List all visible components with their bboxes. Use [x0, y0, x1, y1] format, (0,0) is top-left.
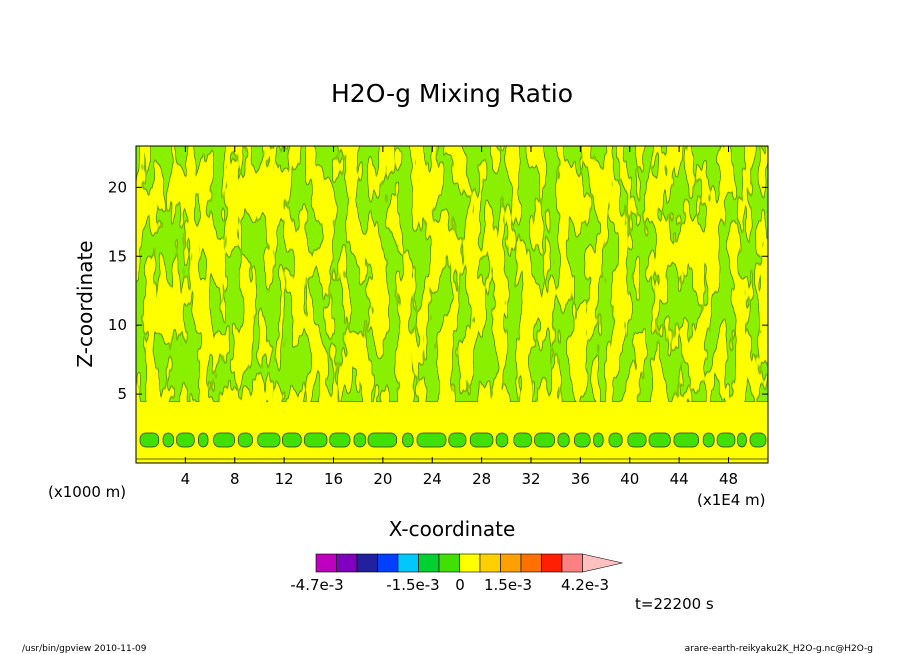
x-tick-label: 32 [521, 470, 540, 488]
y-axis: 5 10 15 20 [108, 178, 768, 403]
low-level-cell [749, 432, 767, 448]
plot-area [136, 146, 768, 463]
colorbar-labels: -4.7e-3 -1.5e-3 0 1.5e-3 4.2e-3 [290, 576, 609, 594]
low-level-cell [257, 432, 281, 448]
low-level-cell [176, 432, 195, 448]
low-level-cell [702, 432, 715, 448]
low-level-cell [557, 432, 570, 448]
colorbar-segment [438, 553, 460, 573]
low-level-cell [608, 432, 623, 448]
colorbar-tick-label: 0 [455, 576, 465, 594]
low-level-cell [416, 432, 447, 448]
colorbar-tick-label: -1.5e-3 [386, 576, 439, 594]
colorbar-segment [377, 553, 399, 573]
low-level-cell [281, 432, 302, 448]
colorbar-segment [459, 553, 481, 573]
x-axis: 4 8 12 16 20 24 28 32 36 40 44 48 [181, 146, 738, 488]
y-unit-label: (x1000 m) [48, 483, 126, 501]
colorbar-segment [561, 553, 583, 573]
colorbar-tick-label: 4.2e-3 [561, 576, 609, 594]
low-level-cell [303, 432, 328, 448]
colorbar-tick-label: 1.5e-3 [484, 576, 532, 594]
x-unit-label: (x1E4 m) [697, 491, 766, 509]
low-level-cell [237, 432, 253, 448]
x-tick-label: 24 [423, 470, 442, 488]
low-level-cell [353, 432, 367, 448]
x-tick-label: 36 [571, 470, 590, 488]
time-label: t=22200 s [635, 595, 714, 613]
x-tick-label: 8 [230, 470, 240, 488]
low-level-cell [367, 432, 398, 448]
low-level-cell [213, 432, 235, 448]
x-tick-label: 12 [275, 470, 294, 488]
field-contour-lines [136, 146, 768, 402]
x-tick-label: 40 [620, 470, 639, 488]
colorbar-segment [397, 553, 419, 573]
plot-frame [135, 145, 769, 464]
low-level-cell [402, 432, 414, 448]
low-level-cell [593, 432, 604, 448]
low-level-cell [716, 432, 736, 448]
low-level-cell [469, 432, 494, 448]
colorbar-segment [418, 553, 440, 573]
y-tick-label: 10 [108, 316, 127, 334]
low-level-cell [513, 432, 532, 448]
low-level-cell [648, 432, 671, 448]
colorbar-segment [520, 553, 542, 573]
x-tick-label: 20 [373, 470, 392, 488]
x-axis-label: X-coordinate [389, 517, 516, 541]
colorbar-tick-label: -4.7e-3 [290, 576, 343, 594]
x-tick-label: 16 [324, 470, 343, 488]
low-level-cell [197, 432, 209, 448]
colorbar [315, 553, 623, 573]
low-level-cell [627, 432, 647, 448]
y-tick-label: 20 [108, 178, 127, 196]
footer-left: /usr/bin/gpview 2010-11-09 [22, 644, 147, 654]
low-level-cell [737, 432, 747, 448]
low-level-cells [139, 432, 767, 448]
x-tick-label: 44 [670, 470, 689, 488]
y-tick-label: 5 [117, 385, 127, 403]
y-axis-label: Z-coordinate [73, 240, 97, 367]
colorbar-arrow [582, 553, 623, 573]
low-level-cell [673, 432, 699, 448]
colorbar-segment [336, 553, 358, 573]
footer-right: arare-earth-reikyaku2K_H2O-g.nc@H2O-g [685, 644, 873, 654]
chart-title: H2O-g Mixing Ratio [331, 79, 573, 108]
x-tick-label: 4 [181, 470, 191, 488]
low-level-cell [139, 432, 160, 448]
low-level-cell [329, 432, 351, 448]
colorbar-segment [479, 553, 501, 573]
low-level-cell [448, 432, 467, 448]
low-level-cell [162, 432, 174, 448]
x-tick-label: 28 [472, 470, 491, 488]
low-level-cell [534, 432, 555, 448]
y-tick-label: 15 [108, 247, 127, 265]
low-level-cell [573, 432, 591, 448]
low-level-cell [495, 432, 509, 448]
colorbar-segment [500, 553, 522, 573]
colorbar-segment [541, 553, 563, 573]
x-tick-label: 48 [719, 470, 738, 488]
colorbar-segment [356, 553, 378, 573]
colorbar-segment [315, 553, 337, 573]
